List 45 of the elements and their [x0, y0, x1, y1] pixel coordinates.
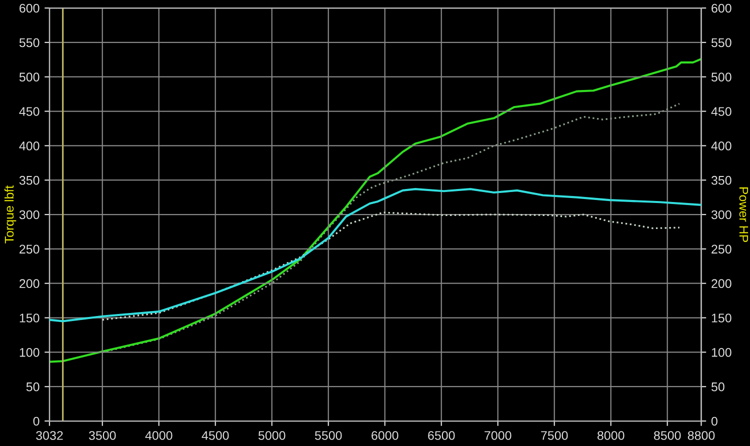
y-tick-label: 300 [19, 210, 40, 220]
x-tick-label: 6500 [428, 431, 455, 440]
line-series [50, 58, 702, 363]
y-tick-label: 150 [20, 314, 40, 322]
y-tick-label: 600 [20, 4, 40, 13]
y-tick-label: 50 [26, 382, 40, 392]
y2-tick-label: 450 [711, 107, 732, 116]
y-tick-label: 100 [20, 348, 40, 357]
y-tick-label: 500 [19, 72, 40, 82]
y-tick-label: 450 [19, 107, 40, 116]
line-series [50, 188, 702, 322]
y-tick-label: 400 [19, 141, 40, 150]
y2-tick-label: 50 [711, 382, 724, 392]
x-tick-label: 5000 [258, 431, 286, 440]
y2-axis-title: Power HP [739, 187, 748, 242]
x-tick-label: 7000 [484, 431, 512, 440]
x-tick-label: 8000 [597, 431, 624, 440]
x-tick-label: 8500 [654, 431, 681, 440]
y2-tick-label: 150 [712, 314, 732, 322]
y2-tick-label: 200 [712, 279, 732, 288]
y2-tick-label: 250 [712, 244, 732, 254]
y2-tick-label: 550 [711, 38, 732, 48]
x-tick-label: 8800 [688, 431, 715, 440]
line-series [102, 212, 680, 321]
x-tick-label: 3500 [88, 431, 116, 440]
y-axis-title: Torque lbft [4, 185, 16, 244]
x-tick-label: 5500 [314, 431, 342, 440]
y-tick-label: 0 [33, 416, 40, 426]
y2-tick-label: 0 [711, 416, 718, 426]
x-tick-label: 6000 [372, 431, 398, 440]
y2-tick-label: 500 [711, 72, 732, 82]
y2-tick-label: 350 [711, 176, 732, 185]
x-tick-label: 3032 [36, 431, 63, 440]
x-tick-label: 4000 [145, 431, 172, 440]
y2-tick-label: 400 [711, 141, 732, 150]
y2-tick-label: 300 [711, 210, 732, 220]
x-tick-label: 4500 [202, 431, 229, 440]
y-tick-label: 250 [20, 244, 40, 254]
y-tick-label: 350 [19, 176, 40, 185]
y2-tick-label: 100 [712, 348, 732, 357]
y-tick-label: 200 [20, 279, 40, 288]
y2-tick-label: 600 [712, 4, 732, 13]
x-tick-label: 7500 [541, 431, 568, 440]
y-tick-label: 550 [19, 38, 40, 48]
line-series [102, 102, 680, 354]
